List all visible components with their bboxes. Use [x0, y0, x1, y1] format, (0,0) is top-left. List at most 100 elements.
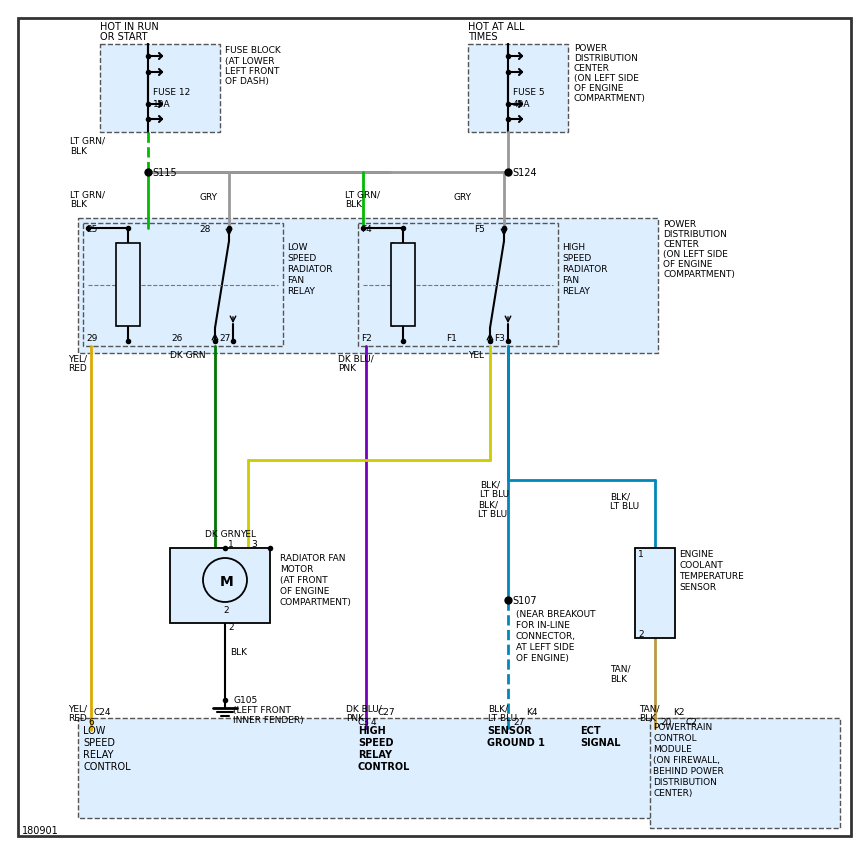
- Text: BLK/: BLK/: [478, 500, 498, 509]
- Text: LOW: LOW: [287, 243, 308, 252]
- Text: CENTER: CENTER: [663, 240, 699, 249]
- Text: COMPARTMENT): COMPARTMENT): [280, 598, 352, 607]
- Text: LEFT FRONT: LEFT FRONT: [225, 67, 279, 76]
- Text: FOR IN-LINE: FOR IN-LINE: [516, 621, 570, 630]
- Text: 29: 29: [86, 334, 97, 343]
- Text: RADIATOR: RADIATOR: [562, 265, 608, 274]
- Text: 25: 25: [86, 225, 97, 234]
- Text: TAN/: TAN/: [610, 665, 630, 674]
- Bar: [635, 548, 675, 638]
- Text: COOLANT: COOLANT: [679, 561, 723, 570]
- Text: CONTROL: CONTROL: [358, 762, 410, 772]
- Text: SENSOR: SENSOR: [487, 726, 531, 736]
- Bar: [78, 718, 738, 818]
- Text: HIGH: HIGH: [562, 243, 585, 252]
- Text: SPEED: SPEED: [83, 738, 115, 748]
- Text: S107: S107: [512, 596, 537, 606]
- Text: DK BLU/: DK BLU/: [346, 704, 381, 713]
- Text: BLK: BLK: [230, 648, 247, 657]
- Text: G105: G105: [233, 696, 257, 705]
- Text: OF DASH): OF DASH): [225, 77, 269, 86]
- Text: 6: 6: [88, 718, 94, 727]
- Text: CONTROL: CONTROL: [653, 734, 696, 743]
- Text: 27: 27: [513, 718, 525, 727]
- Text: LT BLU: LT BLU: [488, 714, 517, 723]
- Text: PNK: PNK: [346, 714, 364, 723]
- Text: FUSE 5: FUSE 5: [513, 88, 544, 97]
- Text: OR START: OR START: [100, 32, 147, 42]
- Text: ECT: ECT: [580, 726, 601, 736]
- Text: C27: C27: [378, 708, 395, 717]
- Bar: [83, 223, 283, 346]
- Text: F5: F5: [474, 225, 485, 234]
- Text: K4: K4: [526, 708, 538, 717]
- Text: 28: 28: [199, 225, 211, 234]
- Text: SENSOR: SENSOR: [679, 583, 716, 592]
- Text: LT BLU: LT BLU: [610, 502, 639, 511]
- Text: BLK: BLK: [70, 147, 87, 156]
- Text: S115: S115: [152, 168, 177, 178]
- Text: OF ENGINE): OF ENGINE): [516, 654, 569, 663]
- Text: (ON FIREWALL,: (ON FIREWALL,: [653, 756, 720, 765]
- Text: LT GRN/: LT GRN/: [70, 136, 105, 145]
- Text: RELAY: RELAY: [83, 750, 114, 760]
- Text: RED: RED: [68, 364, 87, 373]
- Text: GRY: GRY: [200, 193, 218, 202]
- Text: POWER: POWER: [574, 44, 607, 53]
- Text: RELAY: RELAY: [287, 287, 315, 296]
- Text: F1: F1: [446, 334, 457, 343]
- Text: GRY: GRY: [454, 193, 472, 202]
- Text: 180901: 180901: [22, 826, 59, 836]
- Bar: [170, 548, 270, 623]
- Text: INNER FENDER): INNER FENDER): [233, 716, 303, 725]
- Text: DISTRIBUTION: DISTRIBUTION: [574, 54, 638, 63]
- Text: 1: 1: [638, 550, 644, 559]
- Text: CENTER: CENTER: [574, 64, 610, 73]
- Text: F4: F4: [361, 225, 372, 234]
- Text: BLK/: BLK/: [480, 480, 500, 489]
- Bar: [358, 223, 558, 346]
- Text: SIGNAL: SIGNAL: [580, 738, 621, 748]
- Text: (ON LEFT SIDE: (ON LEFT SIDE: [574, 74, 639, 83]
- Text: 3: 3: [251, 540, 257, 549]
- Text: POWERTRAIN: POWERTRAIN: [653, 723, 713, 732]
- Text: RED: RED: [68, 714, 87, 723]
- Text: LT GRN/: LT GRN/: [345, 190, 380, 199]
- Text: BLK: BLK: [610, 675, 627, 684]
- Text: COMPARTMENT): COMPARTMENT): [574, 94, 646, 103]
- Text: YEL/: YEL/: [68, 704, 87, 713]
- Bar: [100, 44, 220, 132]
- Text: C24: C24: [94, 708, 112, 717]
- Bar: [391, 243, 415, 326]
- Text: FUSE 12: FUSE 12: [153, 88, 190, 97]
- Text: OF ENGINE: OF ENGINE: [574, 84, 623, 93]
- Text: MOTOR: MOTOR: [280, 565, 313, 574]
- Text: TIMES: TIMES: [468, 32, 498, 42]
- Text: DK BLU/: DK BLU/: [338, 354, 374, 363]
- Text: TEMPERATURE: TEMPERATURE: [679, 572, 744, 581]
- Text: YEL: YEL: [468, 351, 484, 360]
- Text: RADIATOR: RADIATOR: [287, 265, 333, 274]
- Text: 2: 2: [638, 630, 643, 639]
- Text: TAN/: TAN/: [639, 704, 660, 713]
- Bar: [468, 44, 568, 132]
- Text: (LEFT FRONT: (LEFT FRONT: [233, 706, 290, 715]
- Text: LT BLU: LT BLU: [480, 490, 509, 499]
- Text: 4: 4: [371, 718, 376, 727]
- Text: LT BLU: LT BLU: [478, 510, 507, 519]
- Text: GROUND 1: GROUND 1: [487, 738, 544, 748]
- Text: DK GRN: DK GRN: [205, 530, 241, 539]
- Bar: [78, 218, 658, 353]
- Text: 1: 1: [228, 540, 234, 549]
- Text: FAN: FAN: [562, 276, 579, 285]
- Text: POWER: POWER: [663, 220, 696, 229]
- Text: 2: 2: [228, 623, 233, 632]
- Text: DISTRIBUTION: DISTRIBUTION: [663, 230, 727, 239]
- Text: YEL: YEL: [240, 530, 256, 539]
- Text: BLK: BLK: [70, 200, 87, 209]
- Text: OF ENGINE: OF ENGINE: [280, 587, 329, 596]
- Text: BLK/: BLK/: [488, 704, 508, 713]
- Text: SPEED: SPEED: [358, 738, 394, 748]
- Text: F3: F3: [494, 334, 505, 343]
- Text: SPEED: SPEED: [287, 254, 316, 263]
